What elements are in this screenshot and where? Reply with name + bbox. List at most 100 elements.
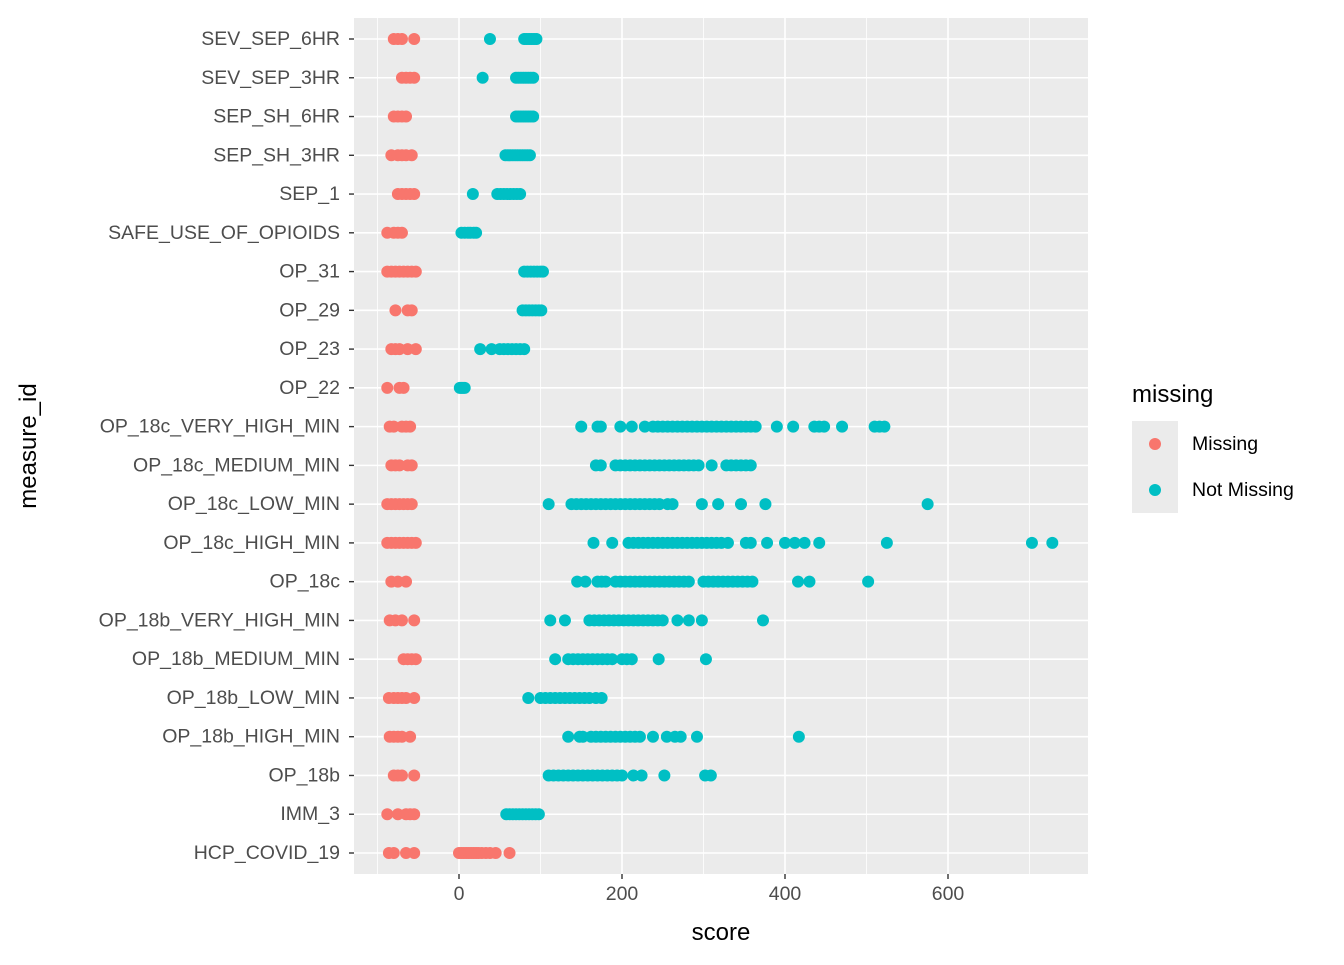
- point-not-missing: [699, 653, 712, 666]
- point-not-missing: [625, 420, 638, 433]
- point-missing: [409, 536, 422, 549]
- point-not-missing: [470, 226, 483, 239]
- point-not-missing: [921, 498, 934, 511]
- y-tick-label: OP_31: [279, 261, 340, 283]
- x-axis: 0 200 400 600: [454, 874, 965, 905]
- y-tick-label: HCP_COVID_19: [194, 842, 340, 864]
- point-not-missing: [544, 614, 557, 627]
- y-tick-label: OP_23: [279, 338, 340, 360]
- y-tick-label: SEV_SEP_3HR: [201, 67, 340, 89]
- legend-key-background: [1132, 421, 1178, 513]
- point-not-missing: [595, 691, 608, 704]
- point-missing: [405, 498, 418, 511]
- point-not-missing: [594, 459, 607, 472]
- y-tick-label: SEP_1: [279, 183, 340, 205]
- point-not-missing: [803, 575, 816, 588]
- point-not-missing: [530, 33, 543, 45]
- point-not-missing: [549, 653, 562, 666]
- point-missing: [387, 847, 400, 859]
- point-not-missing: [744, 459, 757, 472]
- point-not-missing: [536, 265, 549, 278]
- point-missing: [408, 33, 421, 45]
- point-missing: [395, 769, 408, 782]
- point-not-missing: [813, 536, 826, 549]
- point-missing: [400, 575, 413, 588]
- point-not-missing: [779, 536, 791, 549]
- point-not-missing: [616, 769, 628, 782]
- point-missing: [405, 304, 418, 317]
- point-missing: [409, 343, 422, 356]
- point-not-missing: [658, 769, 671, 782]
- point-not-missing: [542, 498, 555, 511]
- y-tick-label: OP_18b_HIGH_MIN: [162, 726, 340, 748]
- point-not-missing: [558, 614, 571, 627]
- y-tick-label: OP_29: [279, 299, 340, 321]
- point-missing: [389, 304, 402, 317]
- point-not-missing: [682, 575, 695, 588]
- y-tick-label: OP_18b: [268, 764, 340, 786]
- point-missing: [409, 653, 422, 666]
- point-not-missing: [770, 420, 783, 433]
- point-missing: [408, 769, 421, 782]
- legend-key-not-missing: [1149, 484, 1161, 496]
- point-not-missing: [746, 575, 759, 588]
- x-axis-title: score: [692, 919, 751, 946]
- point-missing: [408, 847, 421, 859]
- point-missing: [408, 188, 421, 201]
- point-missing: [381, 808, 394, 821]
- point-not-missing: [749, 420, 762, 433]
- point-not-missing: [880, 536, 893, 549]
- point-not-missing: [522, 691, 535, 704]
- point-missing: [489, 847, 502, 859]
- point-missing: [404, 730, 417, 743]
- point-not-missing: [476, 71, 489, 84]
- point-missing: [395, 226, 408, 239]
- point-not-missing: [878, 420, 891, 433]
- point-missing: [408, 691, 421, 704]
- point-not-missing: [682, 614, 695, 627]
- point-not-missing: [527, 110, 540, 123]
- y-tick-label: OP_18b_VERY_HIGH_MIN: [99, 609, 340, 631]
- point-not-missing: [587, 536, 600, 549]
- legend-label-missing: Missing: [1192, 433, 1258, 455]
- point-not-missing: [532, 808, 545, 821]
- point-not-missing: [606, 536, 619, 549]
- point-not-missing: [692, 459, 705, 472]
- y-tick-label: IMM_3: [280, 803, 340, 825]
- point-not-missing: [535, 304, 548, 317]
- point-missing: [408, 614, 421, 627]
- point-not-missing: [575, 420, 588, 433]
- y-tick-label: OP_18c_MEDIUM_MIN: [133, 454, 340, 476]
- point-not-missing: [527, 71, 540, 84]
- point-missing: [404, 420, 417, 433]
- point-not-missing: [788, 536, 801, 549]
- data-points: [381, 33, 1059, 859]
- point-not-missing: [690, 730, 703, 743]
- point-not-missing: [1046, 536, 1059, 549]
- point-missing: [405, 149, 418, 162]
- point-not-missing: [514, 188, 527, 201]
- point-not-missing: [792, 575, 805, 588]
- point-not-missing: [656, 614, 669, 627]
- point-missing: [503, 847, 516, 859]
- legend-title: missing: [1132, 381, 1213, 408]
- point-missing: [400, 110, 413, 123]
- point-not-missing: [483, 33, 496, 45]
- y-tick-label: SEP_SH_6HR: [213, 106, 340, 128]
- point-missing: [397, 381, 410, 394]
- point-not-missing: [594, 420, 607, 433]
- point-not-missing: [818, 420, 831, 433]
- y-tick-label: SEP_SH_3HR: [213, 144, 340, 166]
- x-tick-label: 600: [932, 883, 965, 905]
- point-missing: [405, 459, 418, 472]
- y-tick-label: OP_18b_LOW_MIN: [167, 687, 340, 709]
- point-not-missing: [836, 420, 849, 433]
- point-not-missing: [606, 653, 619, 666]
- legend-label-not-missing: Not Missing: [1192, 479, 1294, 501]
- point-not-missing: [614, 420, 627, 433]
- point-missing: [395, 614, 408, 627]
- y-axis: HCP_COVID_19 IMM_3 OP_18b OP_18b_HIGH_MIN OP…: [99, 28, 354, 864]
- point-not-missing: [652, 653, 665, 666]
